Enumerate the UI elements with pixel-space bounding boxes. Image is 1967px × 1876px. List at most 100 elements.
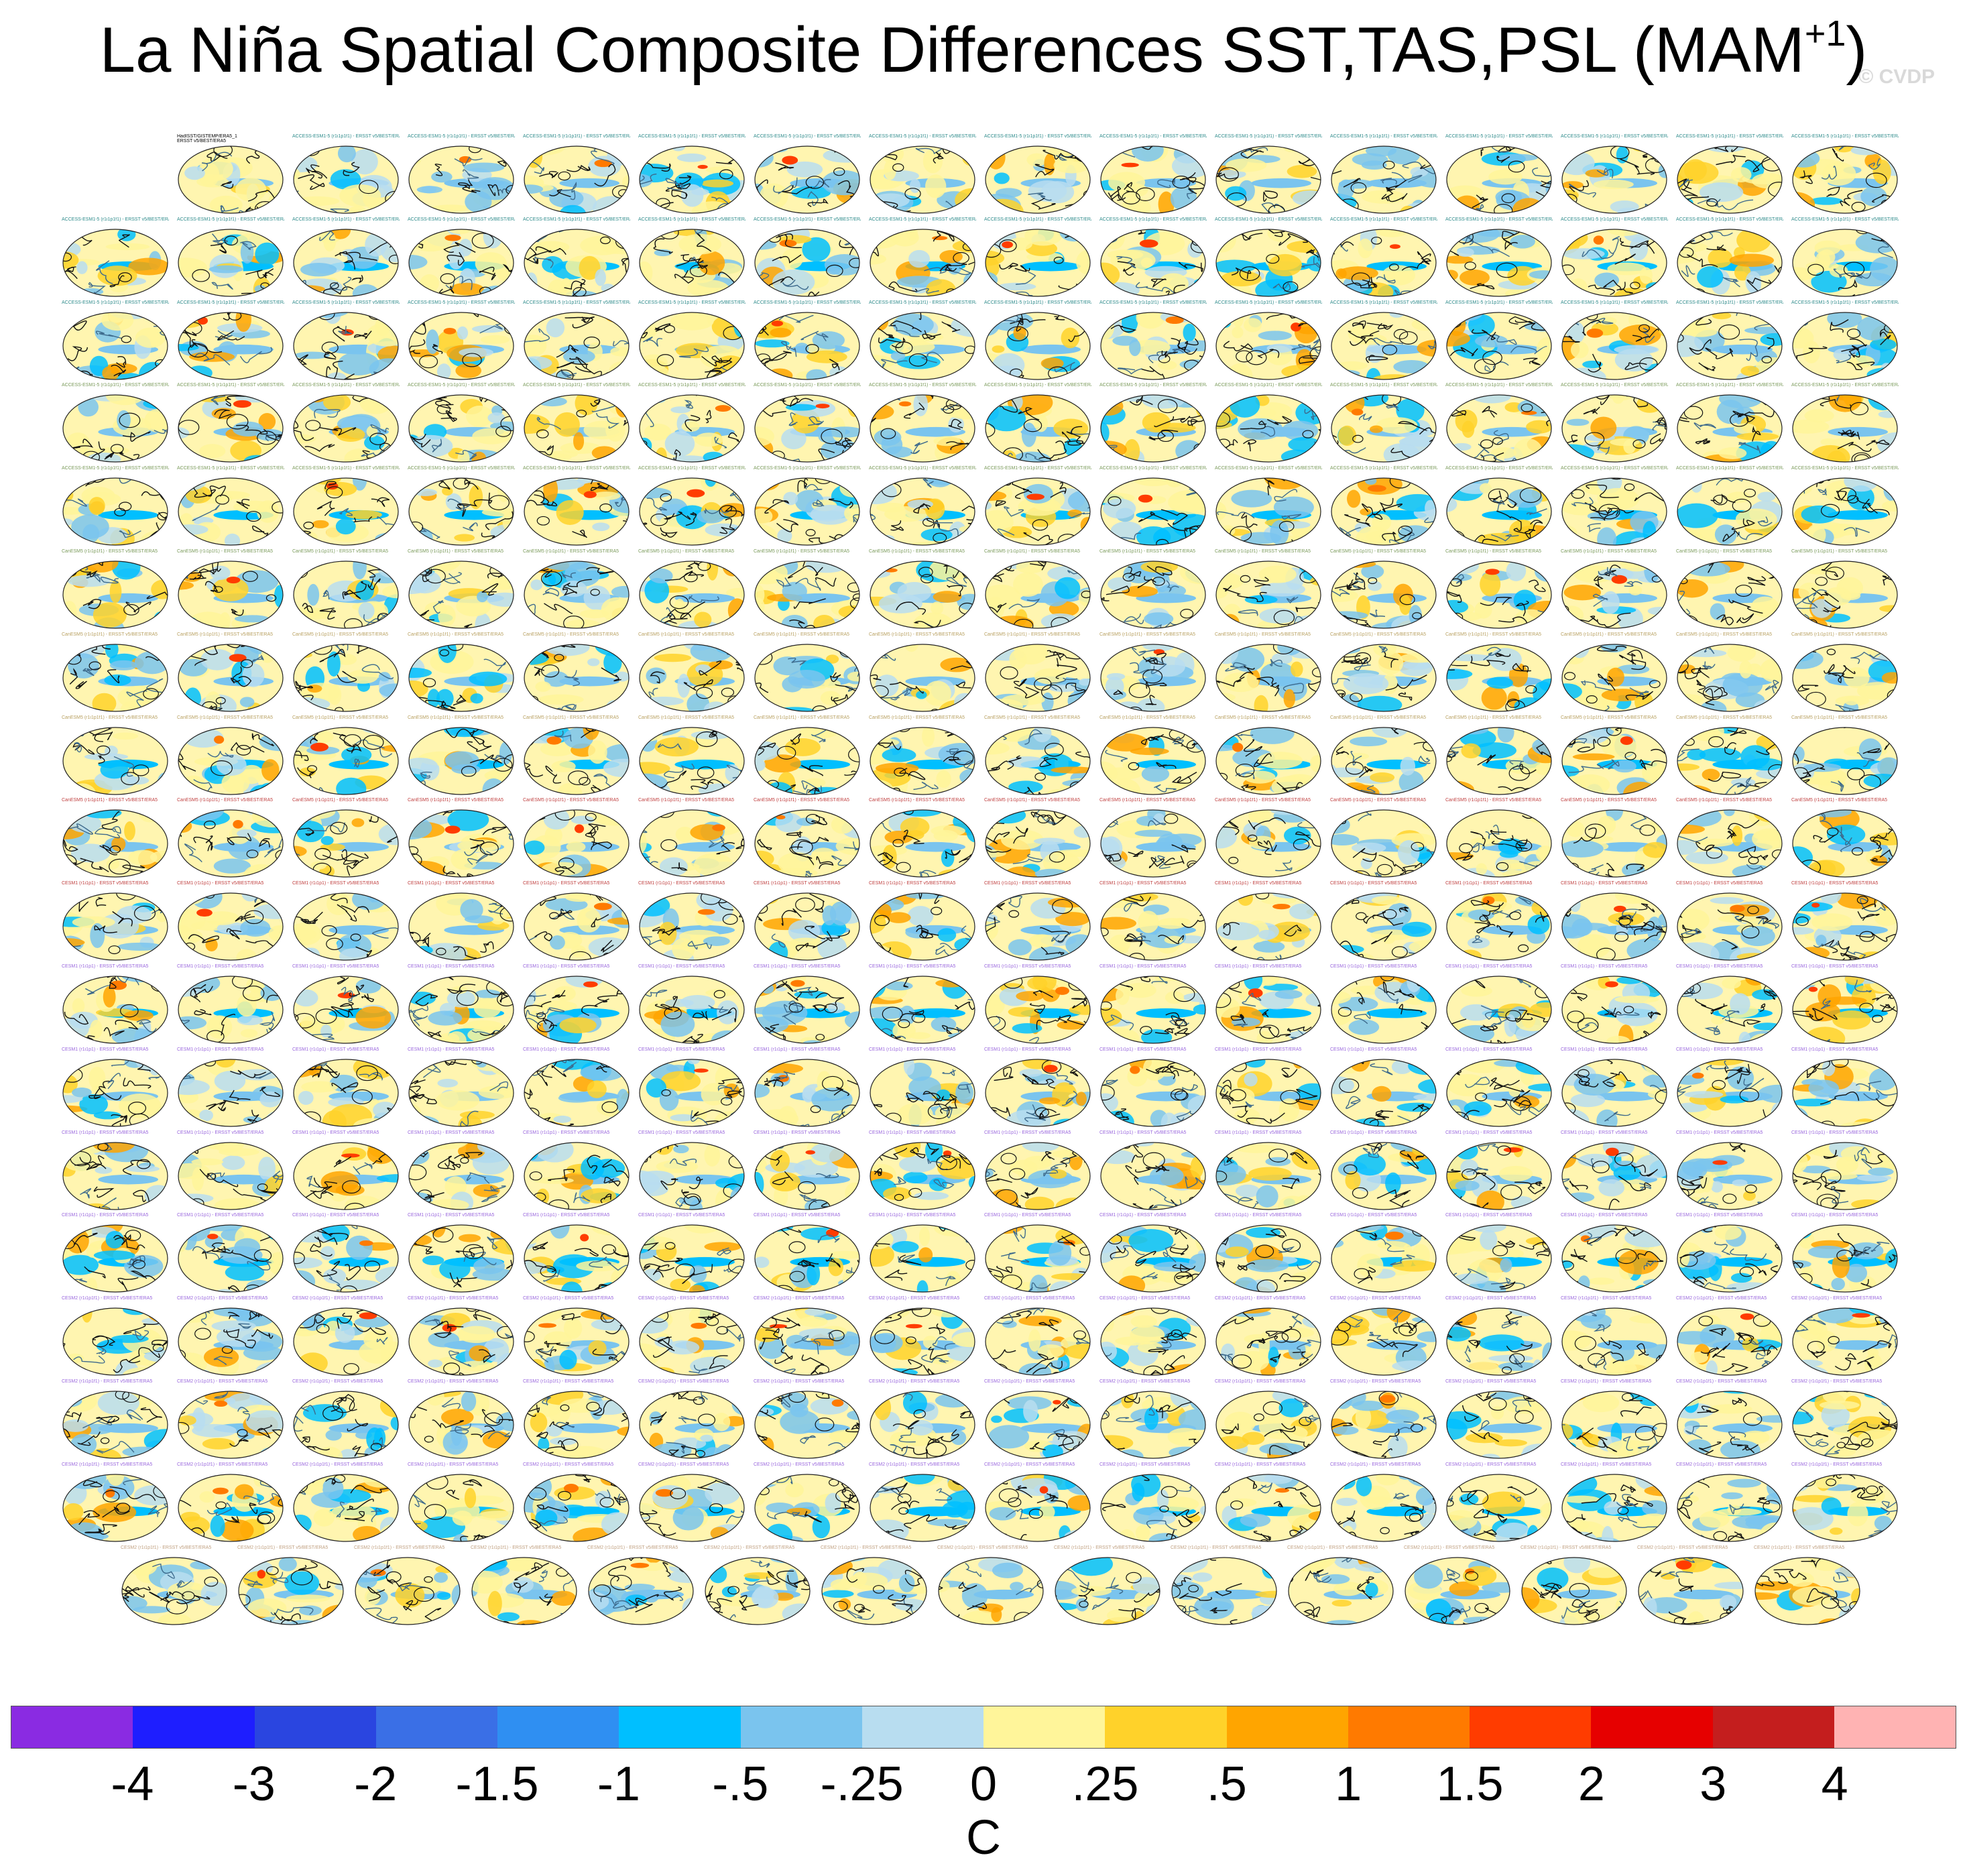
psl-contour [1651,620,1661,627]
psl-contour [939,263,953,272]
map-svg [408,726,514,795]
map-outline [408,229,514,297]
map-panel: ACCESS-ESM1-5 (r1i1p1f1) - ERSST v5/BEST… [1215,300,1322,382]
map-panel: ACCESS-ESM1-5 (r1i1p1f1) - ERSST v5/BEST… [1445,466,1553,548]
map-svg [870,726,975,795]
map-outline [62,311,168,380]
map-anomaly-blob [1398,525,1433,544]
map-anomaly-blob [1023,484,1053,504]
psl-contour [534,494,558,507]
map-panel: ACCESS-ESM1-5 (r1i1p1f1) - ERSST v5/BEST… [1791,466,1899,548]
map-anomaly-blob [1883,644,1897,653]
map-anomaly-blob [705,523,743,537]
map-anomaly-blob [1620,736,1633,745]
map-panel: CanESM5 (r1i1p1f1) - ERSST v5/BEST/ERA5 [984,632,1091,714]
panel-label: ACCESS-ESM1-5 (r1i1p1f1) - ERSST v5/BEST… [292,466,400,471]
map-svg [1561,311,1667,380]
psl-contour [119,412,141,428]
map-anomaly-blob [1607,262,1647,276]
panel-label: CanESM5 (r1i1p1f1) - ERSST v5/BEST/ERA5 [1215,549,1311,554]
psl-contour [1158,354,1171,363]
map-anomaly-blob [701,179,733,188]
title-text: La Niña Spatial Composite Differences SS… [99,14,1805,86]
map-anomaly-blob [459,347,493,357]
psl-contour [908,353,928,367]
psl-contour [800,331,829,341]
psl-contour [1482,406,1498,418]
map-anomaly-blob [676,153,707,162]
panel-label: ACCESS-ESM1-5 (r1i1p1f1) - ERSST v5/BEST… [292,383,400,388]
map-panel: ACCESS-ESM1-5 (r1i1p1f1) - ERSST v5/BEST… [1561,383,1668,465]
map-outline [1677,229,1783,297]
psl-contour [1774,395,1782,402]
map-outline [1215,394,1321,463]
panel-label: CESM1 (r1i1p1) - ERSST v5/BEST/ERA5 [292,881,379,886]
map-panel: CanESM5 (r1i1p1f1) - ERSST v5/BEST/ERA5 [62,798,169,880]
map-anomaly-blob [1259,608,1297,624]
map-anomaly-blob [524,840,545,856]
psl-contour [872,646,883,654]
map-panel: ACCESS-ESM1-5 (r1i1p1f1) - ERSST v5/BEST… [408,383,515,465]
map-outline [1677,394,1783,463]
map-anomaly-blob [906,229,918,241]
map-anomaly-blob [1225,186,1247,201]
psl-contour [495,426,512,438]
psl-contour [556,361,589,368]
map-svg [1792,644,1898,712]
psl-contour [1362,279,1378,289]
psl-contour [1815,229,1826,233]
panel-label: ACCESS-ESM1-5 (r1i1p1f1) - ERSST v5/BEST… [523,217,630,222]
panel-label: CanESM5 (r1i1p1f1) - ERSST v5/BEST/ERA5 [62,798,158,803]
map-panel: CanESM5 (r1i1p1f1) - ERSST v5/BEST/ERA5 [869,798,976,880]
map-anomaly-blob [1101,282,1140,296]
map-anomaly-blob [1566,418,1590,426]
panel-label: ACCESS-ESM1-5 (r1i1p1f1) - ERSST v5/BEST… [523,466,630,471]
map-anomaly-blob [63,810,88,817]
panel-grid: HadISST/GISTEMP/ERA5_1 ERSST v5/BEST/ERA5… [62,134,1899,1625]
map-anomaly-blob [299,146,314,155]
psl-contour [1481,455,1518,463]
psl-contour [805,176,825,189]
psl-contour [1538,563,1549,571]
map-anomaly-blob [533,241,570,253]
map-panel: ACCESS-ESM1-5 (r1i1p1f1) - ERSST v5/BEST… [177,217,284,299]
psl-contour [1025,453,1052,463]
psl-contour [564,280,585,290]
map-anomaly-blob [117,943,164,951]
map-anomaly-blob [1378,650,1404,675]
psl-contour [1352,320,1366,329]
map-panel: CESM1 (r1i1p1) - ERSST v5/BEST/ERA5 [1561,881,1668,963]
psl-contour [870,418,876,424]
panel-label: CanESM5 (r1i1p1f1) - ERSST v5/BEST/ERA5 [754,549,850,554]
map-outline [62,477,168,546]
panel-label: CanESM5 (r1i1p1f1) - ERSST v5/BEST/ERA5 [292,549,389,554]
map-svg [870,477,975,546]
map-anomaly-blob [571,816,595,825]
psl-contour [71,229,83,237]
map-anomaly-blob [698,251,725,276]
psl-contour [808,416,824,426]
psl-contour [719,169,733,180]
panel-label: ACCESS-ESM1-5 (r1i1p1f1) - ERSST v5/BEST… [638,217,746,222]
map-outline [870,311,975,380]
map-outline [1446,229,1552,297]
psl-contour [877,810,897,814]
map-outline [985,394,1091,463]
psl-contour [1677,178,1692,194]
psl-contour [497,188,514,203]
psl-contour [967,211,975,213]
map-anomaly-blob [872,193,910,208]
map-anomaly-blob [1266,343,1293,353]
map-anomaly-blob [1107,249,1144,260]
map-panel: CanESM5 (r1i1p1f1) - ERSST v5/BEST/ERA5 [177,715,284,797]
map-svg [293,477,399,546]
psl-contour [1200,957,1205,961]
map-anomaly-blob [1848,355,1875,368]
panel-label: ACCESS-ESM1-5 (r1i1p1f1) - ERSST v5/BEST… [1676,466,1783,471]
map-anomaly-blob [1422,822,1435,829]
psl-contour [1451,409,1467,417]
panel-label: ACCESS-ESM1-5 (r1i1p1f1) - ERSST v5/BEST… [177,300,284,305]
map-anomaly-blob [1639,872,1659,878]
panel-label: ACCESS-ESM1-5 (r1i1p1f1) - ERSST v5/BEST… [869,134,976,139]
psl-contour [829,358,840,370]
